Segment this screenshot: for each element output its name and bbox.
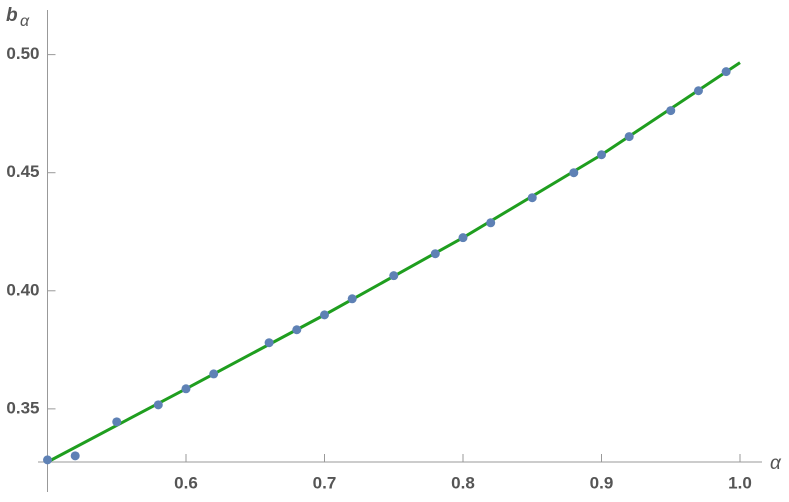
point	[527, 193, 537, 203]
x-tick-label: 0.7	[313, 473, 337, 492]
line	[46, 61, 741, 464]
point	[153, 400, 163, 410]
point	[320, 310, 329, 320]
point	[209, 369, 219, 379]
y-tick-label: 0.45	[6, 162, 39, 181]
point	[721, 67, 731, 77]
point	[458, 233, 468, 243]
x-tick-label: 0.6	[174, 473, 198, 492]
y-axis-label-subscript: α	[20, 13, 30, 30]
point	[430, 249, 440, 259]
point	[693, 86, 703, 96]
y-tick-label: 0.40	[6, 280, 39, 299]
point	[347, 294, 357, 304]
point	[666, 106, 676, 116]
point	[181, 384, 191, 394]
x-tick-label: 0.9	[590, 473, 614, 492]
x-axis-label: α	[770, 453, 782, 474]
point	[70, 451, 80, 461]
x-tick-label: 1.0	[728, 473, 752, 492]
y-tick-label: 0.35	[6, 398, 39, 417]
y-axis-label: b	[6, 5, 18, 26]
point	[624, 132, 634, 142]
point	[112, 417, 122, 427]
x-tick-label: 0.8	[451, 473, 475, 492]
y-tick-label: 0.50	[6, 44, 39, 63]
point	[292, 325, 302, 335]
point	[389, 271, 399, 281]
point	[43, 455, 52, 465]
point	[597, 150, 606, 160]
point	[264, 338, 274, 348]
point	[569, 168, 579, 178]
point	[486, 218, 496, 228]
